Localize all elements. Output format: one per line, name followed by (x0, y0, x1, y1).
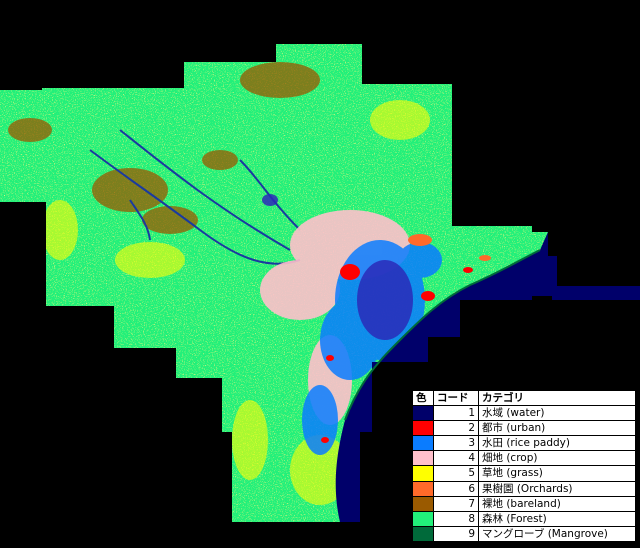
orchard-patches (408, 234, 491, 261)
legend-swatch (413, 451, 433, 466)
legend-header-row: 色 コード カテゴリ (412, 390, 636, 406)
sea (335, 232, 640, 522)
legend-color-cell (412, 435, 434, 452)
legend-code: 8 (433, 510, 479, 527)
legend-code: 9 (433, 525, 479, 543)
legend-code: 5 (433, 465, 479, 482)
legend-table: 色 コード カテゴリ 1 水域 (water) 2 都市 (urban) 3 水田 (ri… (412, 390, 636, 543)
legend-code: 2 (433, 420, 479, 437)
legend-category: 水田 (rice paddy) (478, 435, 636, 452)
legend-color-cell (412, 404, 434, 422)
legend-category: 水域 (water) (478, 404, 636, 422)
legend-code: 4 (433, 450, 479, 467)
legend-color-cell (412, 525, 434, 543)
grass-patches (42, 100, 430, 505)
legend-swatch (413, 436, 433, 451)
legend-code: 1 (433, 404, 479, 422)
legend-row: 1 水域 (water) (412, 404, 636, 422)
legend-swatch (413, 421, 433, 436)
legend-code: 6 (433, 480, 479, 497)
rivers (89, 129, 301, 265)
legend-swatch (413, 466, 433, 481)
urban-areas (321, 264, 473, 443)
legend-row: 6 果樹園 (Orchards) (412, 480, 636, 497)
legend-row: 8 森林 (Forest) (412, 510, 636, 527)
mangrove-coast (344, 249, 541, 421)
legend-code: 7 (433, 495, 479, 512)
legend-category: 畑地 (crop) (478, 450, 636, 467)
legend-header-code: コード (433, 390, 479, 406)
water-inland (262, 194, 413, 340)
legend-color-cell (412, 465, 434, 482)
legend-category: 裸地 (bareland) (478, 495, 636, 512)
legend-color-cell (412, 495, 434, 512)
bareland-patches (8, 62, 320, 234)
legend-swatch (413, 496, 433, 511)
legend-swatch (413, 526, 433, 541)
legend-swatch (413, 511, 433, 526)
legend-swatch (413, 406, 433, 421)
legend-category: 果樹園 (Orchards) (478, 480, 636, 497)
legend-color-cell (412, 450, 434, 467)
legend-header-color: 色 (412, 390, 434, 406)
legend-code: 3 (433, 435, 479, 452)
legend-category: 森林 (Forest) (478, 510, 636, 527)
legend-category: 草地 (grass) (478, 465, 636, 482)
legend-color-cell (412, 510, 434, 527)
legend-color-cell (412, 480, 434, 497)
legend-row: 2 都市 (urban) (412, 420, 636, 437)
legend-row: 5 草地 (grass) (412, 465, 636, 482)
legend-category: 都市 (urban) (478, 420, 636, 437)
legend-row: 4 畑地 (crop) (412, 450, 636, 467)
legend-color-cell (412, 420, 434, 437)
legend-swatch (413, 481, 433, 496)
legend-row: 9 マングローブ (Mangrove) (412, 525, 636, 543)
legend-row: 3 水田 (rice paddy) (412, 435, 636, 452)
legend-row: 7 裸地 (bareland) (412, 495, 636, 512)
legend-header-category: カテゴリ (478, 390, 636, 406)
legend-category: マングローブ (Mangrove) (478, 525, 636, 543)
